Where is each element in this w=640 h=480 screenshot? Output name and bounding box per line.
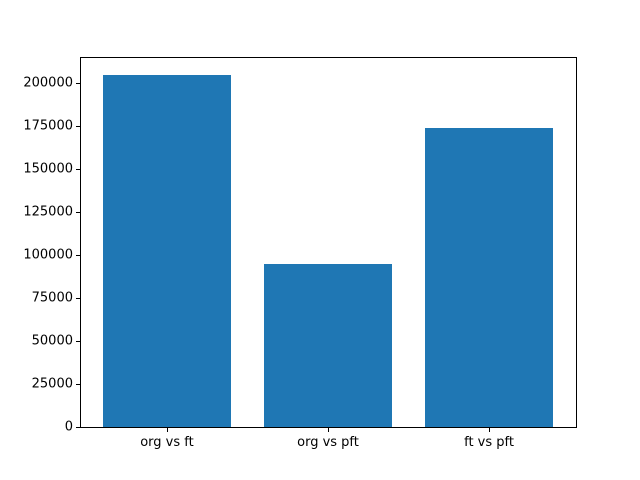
bar-org-vs-pft [263, 263, 393, 427]
y-tick-mark [76, 297, 80, 299]
y-tick-label: 175000 [23, 118, 73, 134]
x-tick-mark [328, 428, 329, 432]
y-tick-label: 150000 [23, 161, 73, 177]
y-tick-mark [76, 82, 80, 84]
x-tick-mark [166, 428, 168, 432]
y-tick-label: 125000 [23, 204, 73, 220]
y-tick-label: 25000 [31, 376, 73, 392]
y-tick-mark [76, 340, 80, 342]
x-tick-label: ft vs pft [464, 435, 514, 450]
y-tick-mark [76, 168, 80, 170]
x-tick-label: org vs ft [140, 435, 194, 450]
bar-ft-vs-pft [424, 128, 554, 427]
y-tick-label: 50000 [31, 333, 73, 349]
bar-org-vs-ft [102, 74, 232, 427]
y-tick-mark [76, 211, 80, 213]
y-tick-mark [76, 125, 80, 127]
x-tick-label: org vs pft [297, 435, 359, 450]
y-tick-mark [76, 427, 80, 428]
y-tick-label: 75000 [31, 290, 73, 306]
y-tick-mark [76, 383, 80, 385]
y-tick-label: 100000 [23, 247, 73, 263]
y-tick-label: 0 [64, 419, 73, 435]
y-tick-label: 200000 [23, 75, 73, 91]
y-tick-mark [76, 254, 80, 256]
x-tick-mark [489, 428, 491, 432]
